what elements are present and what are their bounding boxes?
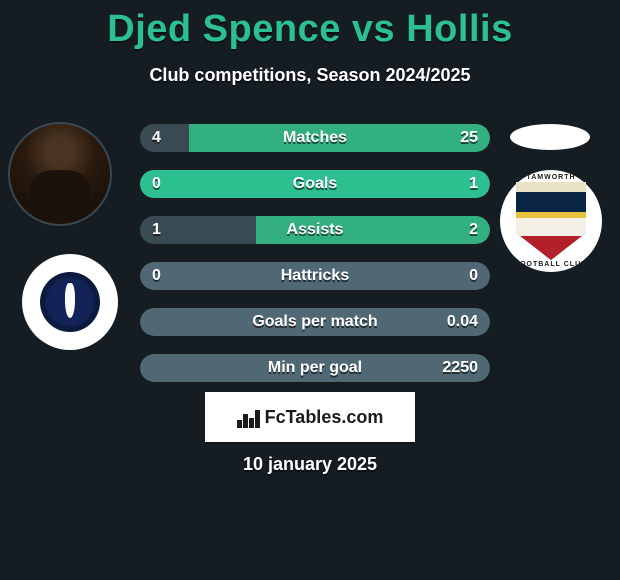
stat-label: Assists bbox=[140, 216, 490, 244]
tottenham-icon bbox=[40, 272, 100, 332]
stats-bars: 4Matches250Goals11Assists20Hattricks0Goa… bbox=[140, 124, 490, 400]
stat-label: Matches bbox=[140, 124, 490, 152]
stat-label: Goals per match bbox=[140, 308, 490, 336]
stat-row: 1Assists2 bbox=[140, 216, 490, 244]
stat-label: Hattricks bbox=[140, 262, 490, 290]
tamworth-shield-icon bbox=[516, 182, 586, 260]
stat-right-value: 1 bbox=[469, 170, 478, 198]
stat-row: Min per goal2250 bbox=[140, 354, 490, 382]
stat-label: Goals bbox=[140, 170, 490, 198]
stat-row: 4Matches25 bbox=[140, 124, 490, 152]
stat-row: 0Goals1 bbox=[140, 170, 490, 198]
stat-right-value: 25 bbox=[460, 124, 478, 152]
club-left-crest bbox=[22, 254, 118, 350]
footer-date: 10 january 2025 bbox=[0, 454, 620, 475]
stat-right-value: 0 bbox=[469, 262, 478, 290]
fctables-logo-icon bbox=[237, 406, 259, 428]
stat-row: 0Hattricks0 bbox=[140, 262, 490, 290]
stat-right-value: 2 bbox=[469, 216, 478, 244]
player-left-avatar bbox=[8, 122, 112, 226]
crest-ring-text-bottom: FOOTBALL CLUB bbox=[500, 261, 602, 268]
stat-right-value: 2250 bbox=[442, 354, 478, 382]
subtitle: Club competitions, Season 2024/2025 bbox=[0, 65, 620, 86]
footer-brand-text: FcTables.com bbox=[265, 407, 384, 428]
stat-row: Goals per match0.04 bbox=[140, 308, 490, 336]
footer-brand-badge[interactable]: FcTables.com bbox=[205, 392, 415, 442]
player-right-avatar bbox=[510, 124, 590, 150]
stat-right-value: 0.04 bbox=[447, 308, 478, 336]
page-title: Djed Spence vs Hollis bbox=[0, 0, 620, 51]
stat-label: Min per goal bbox=[140, 354, 490, 382]
club-right-crest: TAMWORTH FOOTBALL CLUB bbox=[500, 170, 602, 272]
crest-ring-text-top: TAMWORTH bbox=[500, 174, 602, 181]
